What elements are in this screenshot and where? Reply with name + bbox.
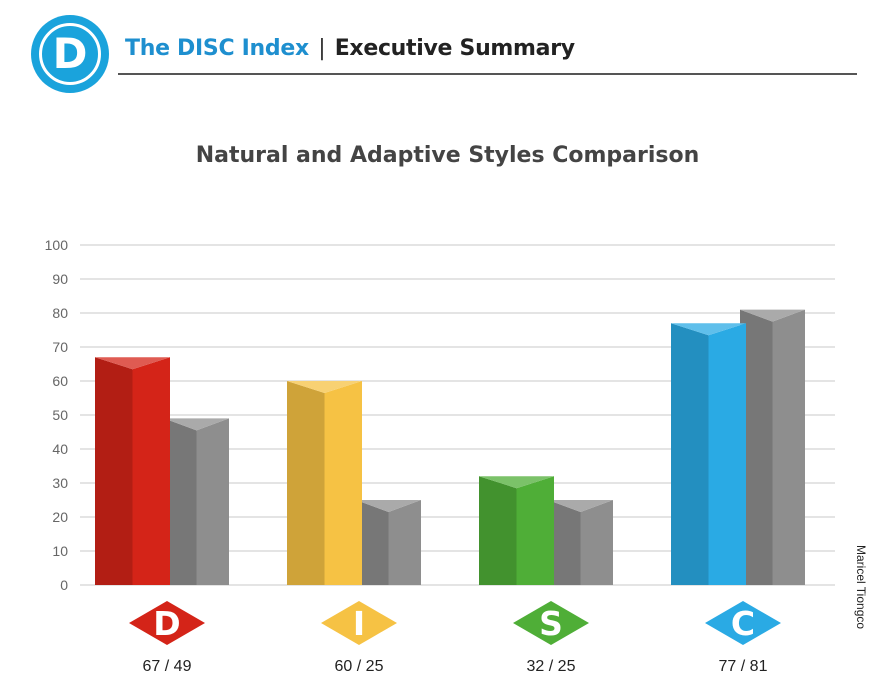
header-divider (118, 73, 857, 75)
value-label-s: 32 / 25 (527, 658, 576, 675)
bar-adaptive-i-top-face (356, 500, 421, 512)
bar-adaptive-d (164, 418, 229, 585)
bar-natural-s-left-face (479, 476, 517, 585)
y-tick-label: 80 (52, 305, 68, 321)
bar-adaptive-s-right-face (580, 500, 613, 585)
y-tick-label: 10 (52, 543, 68, 559)
bar-adaptive-d-right-face (196, 418, 229, 585)
bar-adaptive-s-left-face (548, 500, 581, 585)
header: D The DISC Index | Executive Summary (0, 0, 895, 100)
bar-natural-i-top-face (287, 381, 362, 393)
bar-natural-c-top-face (671, 323, 746, 336)
bar-natural-c-right-face (708, 323, 746, 585)
bar-adaptive-d-left-face (164, 418, 197, 585)
category-label-s: S (539, 604, 563, 643)
y-tick-label: 100 (45, 237, 69, 253)
bar-natural-d (95, 357, 170, 585)
bar-natural-s-right-face (516, 476, 554, 585)
category-label-i: I (353, 604, 365, 643)
bar-adaptive-i-right-face (388, 500, 421, 585)
bar-natural-s (479, 476, 554, 585)
bar-adaptive-d-top-face (164, 418, 229, 431)
bar-natural-c-left-face (671, 323, 709, 585)
y-tick-label: 30 (52, 475, 68, 491)
brand-name: The DISC Index (125, 36, 309, 61)
disc-logo-inner (39, 23, 101, 85)
bar-natural-i-left-face (287, 381, 325, 585)
bar-natural-d-top-face (95, 357, 170, 370)
bar-adaptive-i (356, 500, 421, 585)
bar-natural-d-left-face (95, 357, 133, 585)
category-label-c: C (731, 604, 755, 643)
bar-adaptive-c-top-face (740, 309, 805, 322)
category-label-d: D (153, 604, 180, 643)
bar-adaptive-i-left-face (356, 500, 389, 585)
bar-adaptive-c-left-face (740, 309, 773, 585)
y-tick-label: 90 (52, 271, 68, 287)
diamond-badge-s (513, 601, 589, 645)
diamond-badge-d (129, 601, 205, 645)
bar-natural-i-right-face (324, 381, 362, 585)
value-label-i: 60 / 25 (335, 658, 384, 675)
y-tick-label: 60 (52, 373, 68, 389)
logo-letter: D (52, 29, 88, 78)
y-tick-label: 70 (52, 339, 68, 355)
diamond-badge-c (705, 601, 781, 645)
bar-natural-i (287, 381, 362, 585)
value-label-d: 67 / 49 (143, 658, 192, 675)
chart-title: Natural and Adaptive Styles Comparison (195, 143, 700, 168)
title-separator: | (318, 36, 326, 61)
value-label-c: 77 / 81 (719, 658, 768, 675)
bar-natural-s-top-face (479, 476, 554, 489)
bar-natural-d-right-face (132, 357, 170, 585)
bar-adaptive-c-right-face (772, 309, 805, 585)
bar-adaptive-c (740, 309, 805, 585)
bar-natural-c (671, 323, 746, 585)
page-subtitle: Executive Summary (334, 36, 575, 61)
diamond-badge-i (321, 601, 397, 645)
y-tick-label: 40 (52, 441, 68, 457)
header-title: The DISC Index | Executive Summary (125, 36, 575, 61)
y-tick-label: 50 (52, 407, 68, 423)
y-tick-label: 0 (60, 577, 68, 593)
y-tick-label: 20 (52, 509, 68, 525)
author-credit: Maricel Tiongco (854, 545, 868, 630)
bar-adaptive-s (548, 500, 613, 585)
bar-adaptive-s-top-face (548, 500, 613, 512)
